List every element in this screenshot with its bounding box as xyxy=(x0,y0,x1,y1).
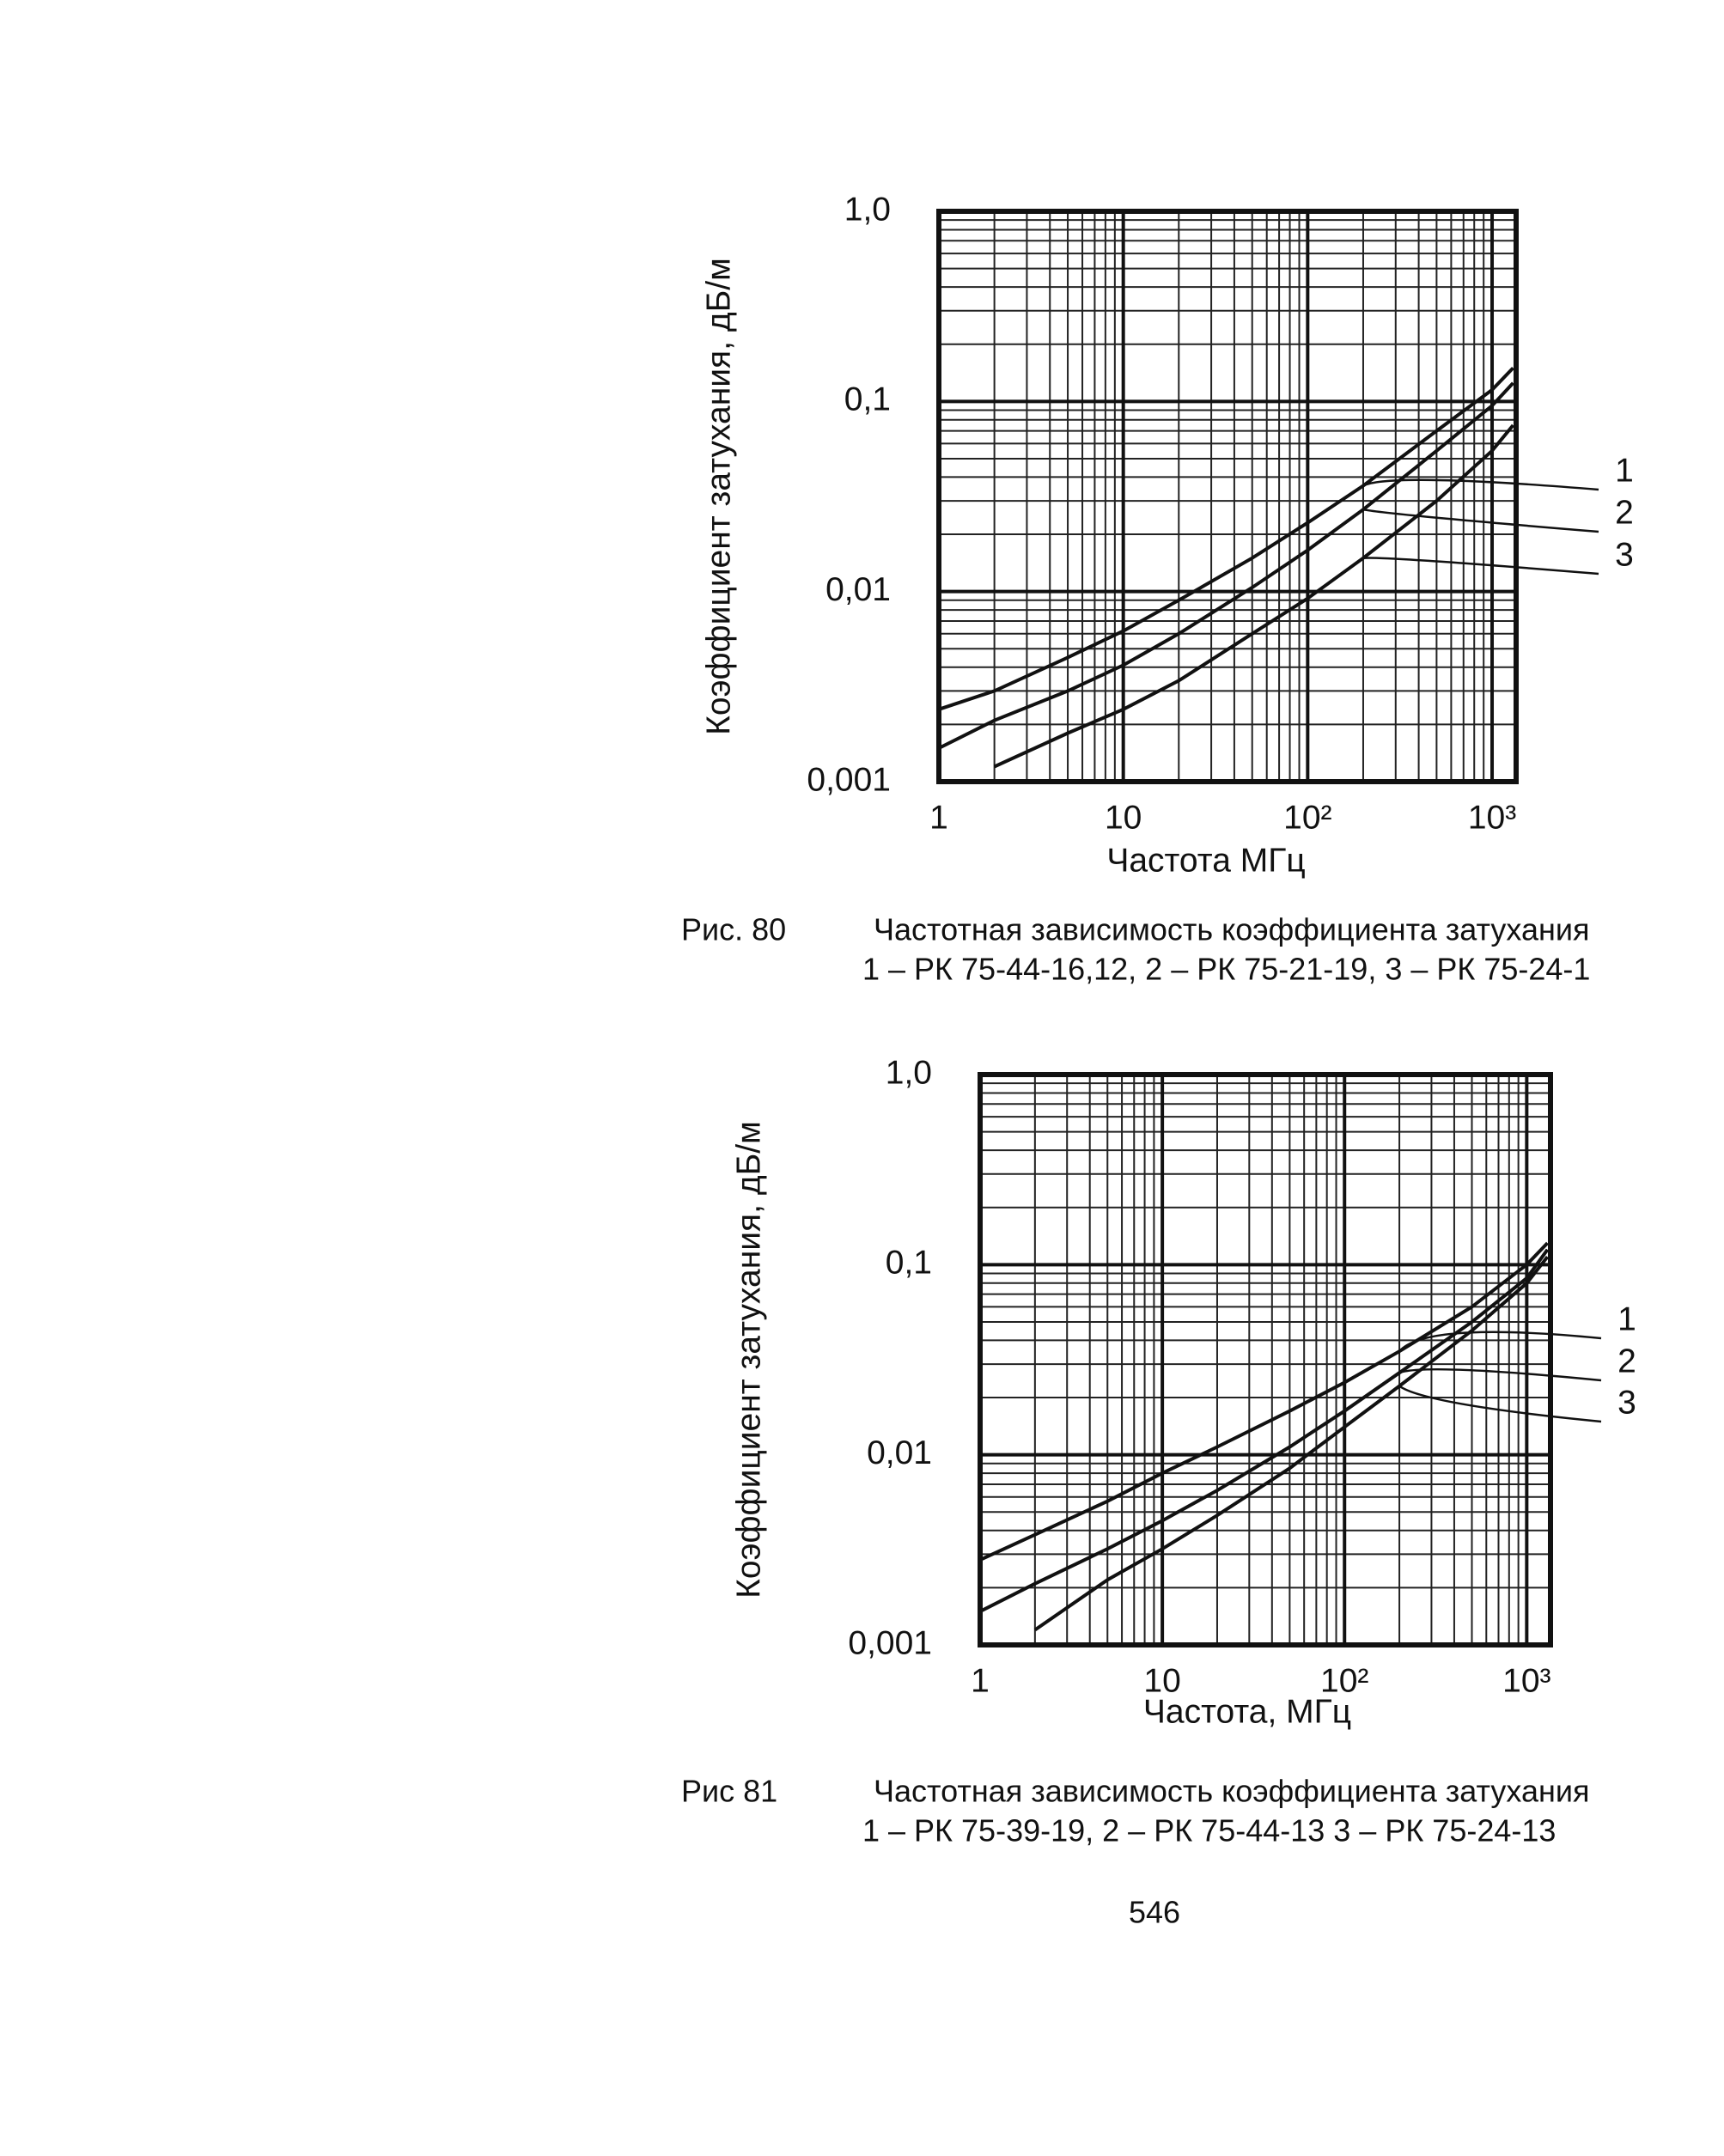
y-tick-label: 0,1 xyxy=(886,1245,932,1282)
x-tick-label: 10² xyxy=(1283,799,1331,836)
series-line xyxy=(1033,1255,1550,1632)
caption-line: 1 – РК 75-39-19, 2 – РК 75-44-13 3 – РК … xyxy=(862,1813,1556,1848)
leader-line xyxy=(1362,478,1599,491)
x-axis-title: Частота МГц xyxy=(1106,842,1305,879)
y-tick-label: 0,001 xyxy=(848,1624,932,1661)
legend-label: 3 xyxy=(1615,536,1634,573)
x-tick-label: 10² xyxy=(1320,1662,1368,1699)
x-tick-label: 1 xyxy=(971,1662,990,1699)
legend-label: 2 xyxy=(1615,494,1634,531)
x-tick-label: 10³ xyxy=(1468,799,1516,836)
y-tick-label: 1,0 xyxy=(886,1054,932,1091)
y-tick-label: 0,01 xyxy=(867,1434,932,1471)
figure-label: Рис 81 xyxy=(681,1774,777,1809)
legend-label: 1 xyxy=(1615,452,1634,489)
y-tick-label: 1,0 xyxy=(844,191,891,228)
plot-frame xyxy=(978,1072,1553,1647)
leader-line xyxy=(1362,508,1599,533)
leader-line xyxy=(1398,1331,1602,1353)
series-line xyxy=(938,381,1514,750)
y-tick-label: 0,1 xyxy=(844,381,891,418)
caption: Частотная зависимость коэффициента затух… xyxy=(874,1774,1589,1809)
y-axis-title: Коэффициент затухания, дБ/м xyxy=(700,258,737,735)
y-tick-label: 0,01 xyxy=(825,571,891,608)
figure-label: Рис. 80 xyxy=(681,912,786,947)
y-axis-title: Коэффициент затухания, дБ/м xyxy=(730,1121,767,1599)
legend-label: 3 xyxy=(1617,1384,1636,1421)
caption-line: 1 – РК 75-44-16,12, 2 – РК 75-21-19, 3 –… xyxy=(862,952,1590,987)
x-tick-label: 1 xyxy=(929,799,948,836)
leader-line xyxy=(1398,1367,1602,1382)
x-axis-title: Частота, МГц xyxy=(1143,1693,1351,1730)
caption: Частотная зависимость коэффициента затух… xyxy=(874,912,1589,947)
plot-frame xyxy=(936,209,1519,784)
legend-label: 2 xyxy=(1617,1343,1636,1379)
series-line xyxy=(979,1248,1550,1613)
series-line xyxy=(938,367,1514,711)
leader-line xyxy=(1362,557,1599,576)
page-number: 546 xyxy=(1129,1895,1180,1930)
leader-line xyxy=(1398,1385,1602,1423)
x-tick-label: 10 xyxy=(1105,799,1142,836)
y-tick-label: 0,001 xyxy=(807,761,891,798)
x-tick-label: 10³ xyxy=(1502,1662,1550,1699)
legend-label: 1 xyxy=(1617,1300,1636,1337)
series-line xyxy=(979,1241,1549,1562)
series-line xyxy=(993,423,1515,769)
x-tick-label: 10 xyxy=(1143,1662,1180,1699)
